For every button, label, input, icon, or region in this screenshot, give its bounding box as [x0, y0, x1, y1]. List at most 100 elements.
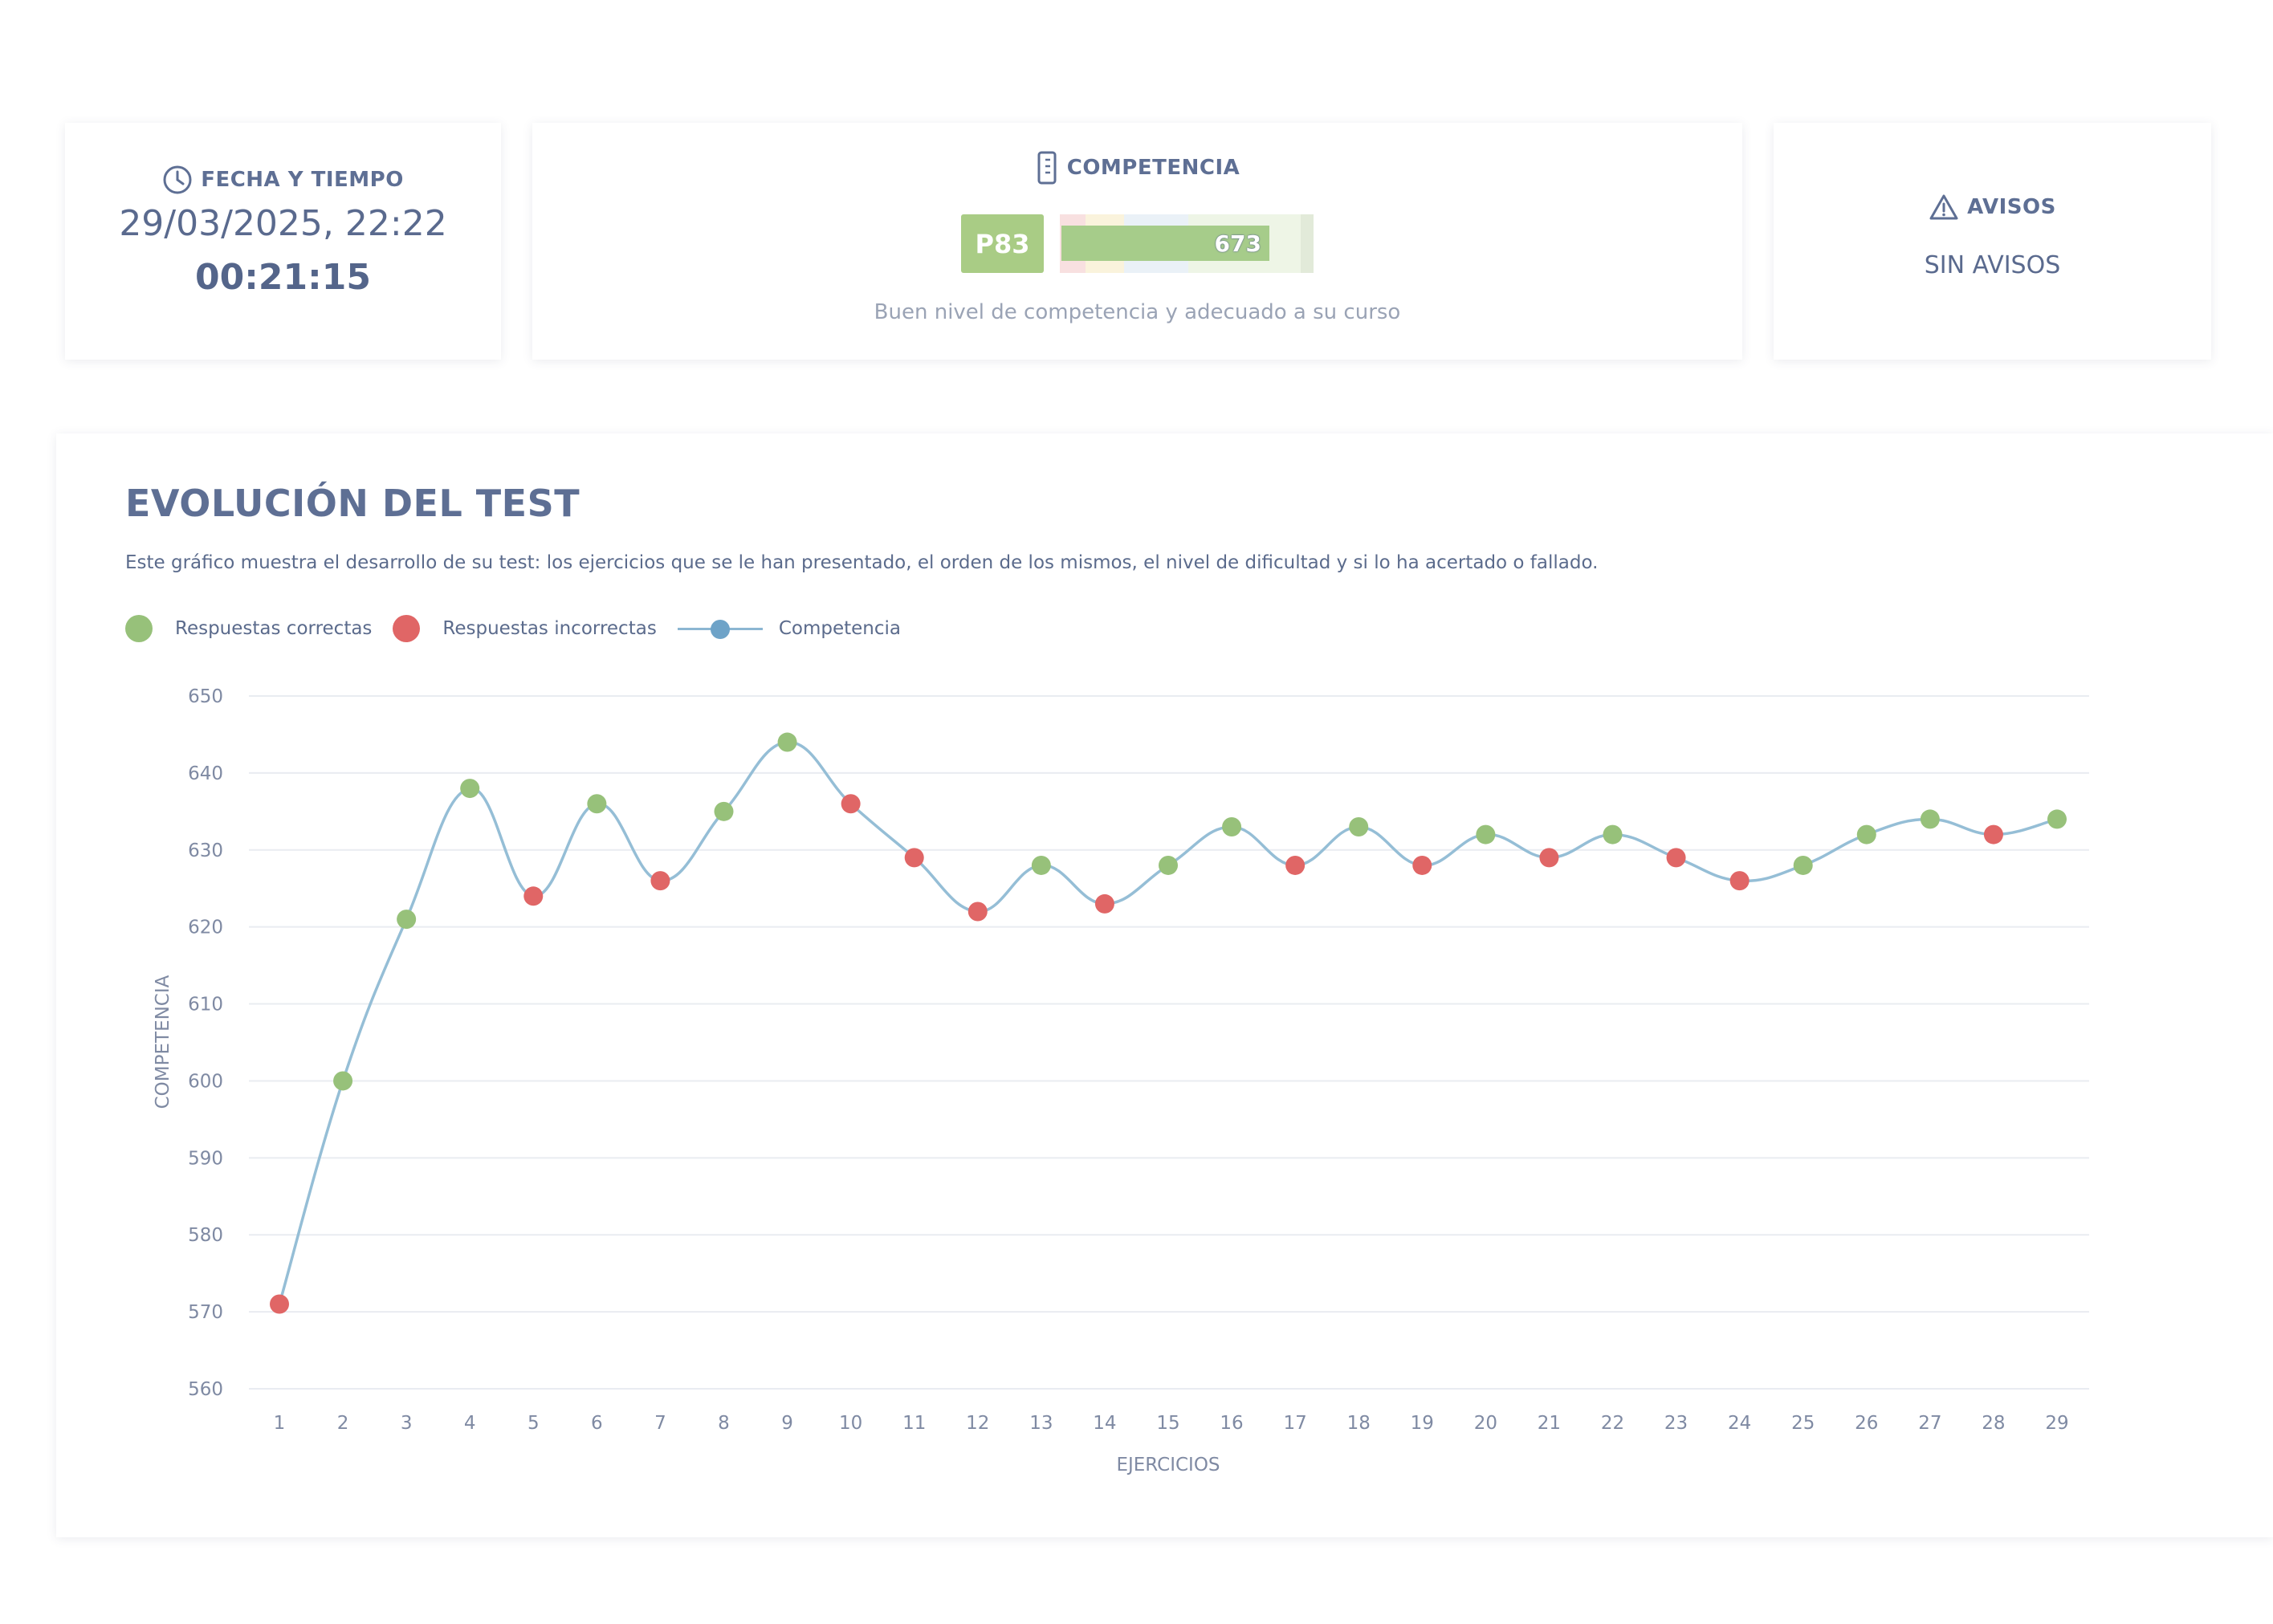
correct-answer-point: [333, 1071, 353, 1091]
x-tick-label: 6: [591, 1413, 603, 1434]
competence-card: COMPETENCIA P83 673 Buen nivel de compet…: [532, 123, 1742, 360]
x-tick-label: 28: [1982, 1413, 2005, 1434]
incorrect-answer-point: [904, 848, 924, 868]
x-tick-label: 1: [274, 1413, 286, 1434]
legend-item-incorrect[interactable]: Respuestas incorrectas: [393, 615, 657, 642]
test-evolution-card: EVOLUCIÓN DEL TEST Este gráfico muestra …: [56, 433, 2273, 1537]
x-tick-label: 11: [902, 1413, 926, 1434]
incorrect-answer-point: [650, 871, 670, 891]
alerts-title: AVISOS: [1967, 195, 2056, 219]
x-tick-label: 5: [528, 1413, 540, 1434]
incorrect-answer-point: [1983, 824, 2003, 845]
correct-answer-point: [1031, 855, 1051, 875]
y-tick-label: 590: [188, 1148, 223, 1169]
x-tick-label: 27: [1918, 1413, 1941, 1434]
y-tick-label: 630: [188, 840, 223, 861]
x-tick-label: 20: [1474, 1413, 1497, 1434]
x-tick-label: 29: [2045, 1413, 2068, 1434]
legend-label-competence: Competencia: [778, 618, 901, 639]
correct-answer-point: [397, 910, 417, 930]
test-date: 29/03/2025, 22:22: [119, 203, 447, 244]
competence-description: Buen nivel de competencia y adecuado a s…: [874, 300, 1401, 324]
incorrect-answer-point: [523, 886, 544, 906]
x-tick-label: 12: [966, 1413, 989, 1434]
warning-icon: [1929, 194, 1958, 220]
x-tick-label: 3: [401, 1413, 413, 1434]
incorrect-answer-point: [1729, 871, 1750, 891]
y-axis-label: COMPETENCIA: [153, 975, 173, 1109]
x-tick-label: 14: [1093, 1413, 1116, 1434]
x-tick-label: 10: [839, 1413, 862, 1434]
x-tick-label: 21: [1538, 1413, 1561, 1434]
x-tick-label: 25: [1791, 1413, 1815, 1434]
correct-answer-point: [2047, 809, 2067, 829]
x-tick-label: 9: [781, 1413, 793, 1434]
correct-answer-point: [1793, 855, 1813, 875]
test-duration: 00:21:15: [195, 257, 371, 298]
chart-section-description: Este gráfico muestra el desarrollo de su…: [125, 552, 1599, 573]
x-tick-label: 13: [1029, 1413, 1053, 1434]
x-tick-label: 4: [464, 1413, 476, 1434]
competence-legend-marker: [677, 615, 763, 642]
date-time-title: FECHA Y TIEMPO: [201, 168, 404, 192]
incorrect-legend-marker: [393, 615, 421, 642]
correct-answer-point: [460, 779, 480, 799]
x-tick-label: 22: [1601, 1413, 1624, 1434]
y-tick-label: 650: [188, 686, 223, 707]
correct-legend-marker: [125, 615, 153, 642]
incorrect-answer-point: [841, 794, 861, 814]
legend-item-correct[interactable]: Respuestas correctas: [125, 615, 372, 642]
y-tick-label: 620: [188, 918, 223, 938]
correct-answer-point: [1856, 824, 1876, 845]
x-tick-label: 7: [654, 1413, 666, 1434]
legend-item-competence[interactable]: Competencia: [677, 615, 901, 642]
x-tick-label: 24: [1728, 1413, 1751, 1434]
clock-icon: [163, 165, 192, 194]
correct-answer-point: [1603, 824, 1623, 845]
x-tick-label: 18: [1347, 1413, 1371, 1434]
legend-label-correct: Respuestas correctas: [175, 618, 373, 639]
x-tick-label: 8: [718, 1413, 730, 1434]
y-tick-label: 600: [188, 1071, 223, 1092]
competence-line: [278, 740, 2058, 1304]
correct-answer-point: [587, 794, 607, 814]
correct-answer-point: [1349, 817, 1369, 837]
y-tick-label: 570: [188, 1302, 223, 1323]
date-time-card: FECHA Y TIEMPO 29/03/2025, 22:22 00:21:1…: [65, 123, 501, 360]
percentile-badge: P83: [961, 214, 1044, 273]
competence-score-fill: 673: [1061, 226, 1269, 261]
incorrect-answer-point: [1539, 848, 1559, 868]
incorrect-answer-point: [1412, 855, 1432, 875]
incorrect-answer-point: [270, 1294, 289, 1314]
correct-answer-point: [714, 801, 734, 821]
x-tick-label: 16: [1220, 1413, 1243, 1434]
x-tick-label: 26: [1855, 1413, 1878, 1434]
x-tick-label: 19: [1411, 1413, 1434, 1434]
correct-answer-point: [1159, 855, 1178, 875]
ruler-icon: [1037, 151, 1057, 185]
x-tick-label: 2: [337, 1413, 349, 1434]
alerts-card-title: AVISOS: [1774, 193, 2211, 221]
date-time-card-title: FECHA Y TIEMPO: [65, 165, 501, 195]
correct-answer-point: [1222, 817, 1242, 837]
correct-answer-point: [1920, 809, 1940, 829]
correct-answer-point: [1476, 824, 1496, 845]
y-tick-label: 580: [188, 1225, 223, 1246]
competence-title: COMPETENCIA: [1066, 156, 1240, 180]
chart-legend: Respuestas correctas Respuestas incorrec…: [125, 615, 922, 642]
x-axis-label: EJERCICIOS: [1116, 1455, 1220, 1475]
incorrect-answer-point: [967, 902, 988, 922]
alerts-card: AVISOS SIN AVISOS: [1774, 123, 2211, 360]
incorrect-answer-point: [1666, 848, 1686, 868]
legend-label-incorrect: Respuestas incorrectas: [442, 618, 657, 639]
competence-score-row: P83 673: [532, 214, 1742, 273]
scale-band-5: [1301, 214, 1314, 273]
incorrect-answer-point: [1285, 855, 1306, 875]
x-tick-label: 23: [1664, 1413, 1688, 1434]
x-tick-label: 17: [1284, 1413, 1307, 1434]
y-tick-label: 560: [188, 1379, 223, 1400]
competence-card-title: COMPETENCIA: [532, 150, 1742, 185]
x-tick-label: 15: [1156, 1413, 1179, 1434]
y-tick-label: 610: [188, 995, 223, 1016]
